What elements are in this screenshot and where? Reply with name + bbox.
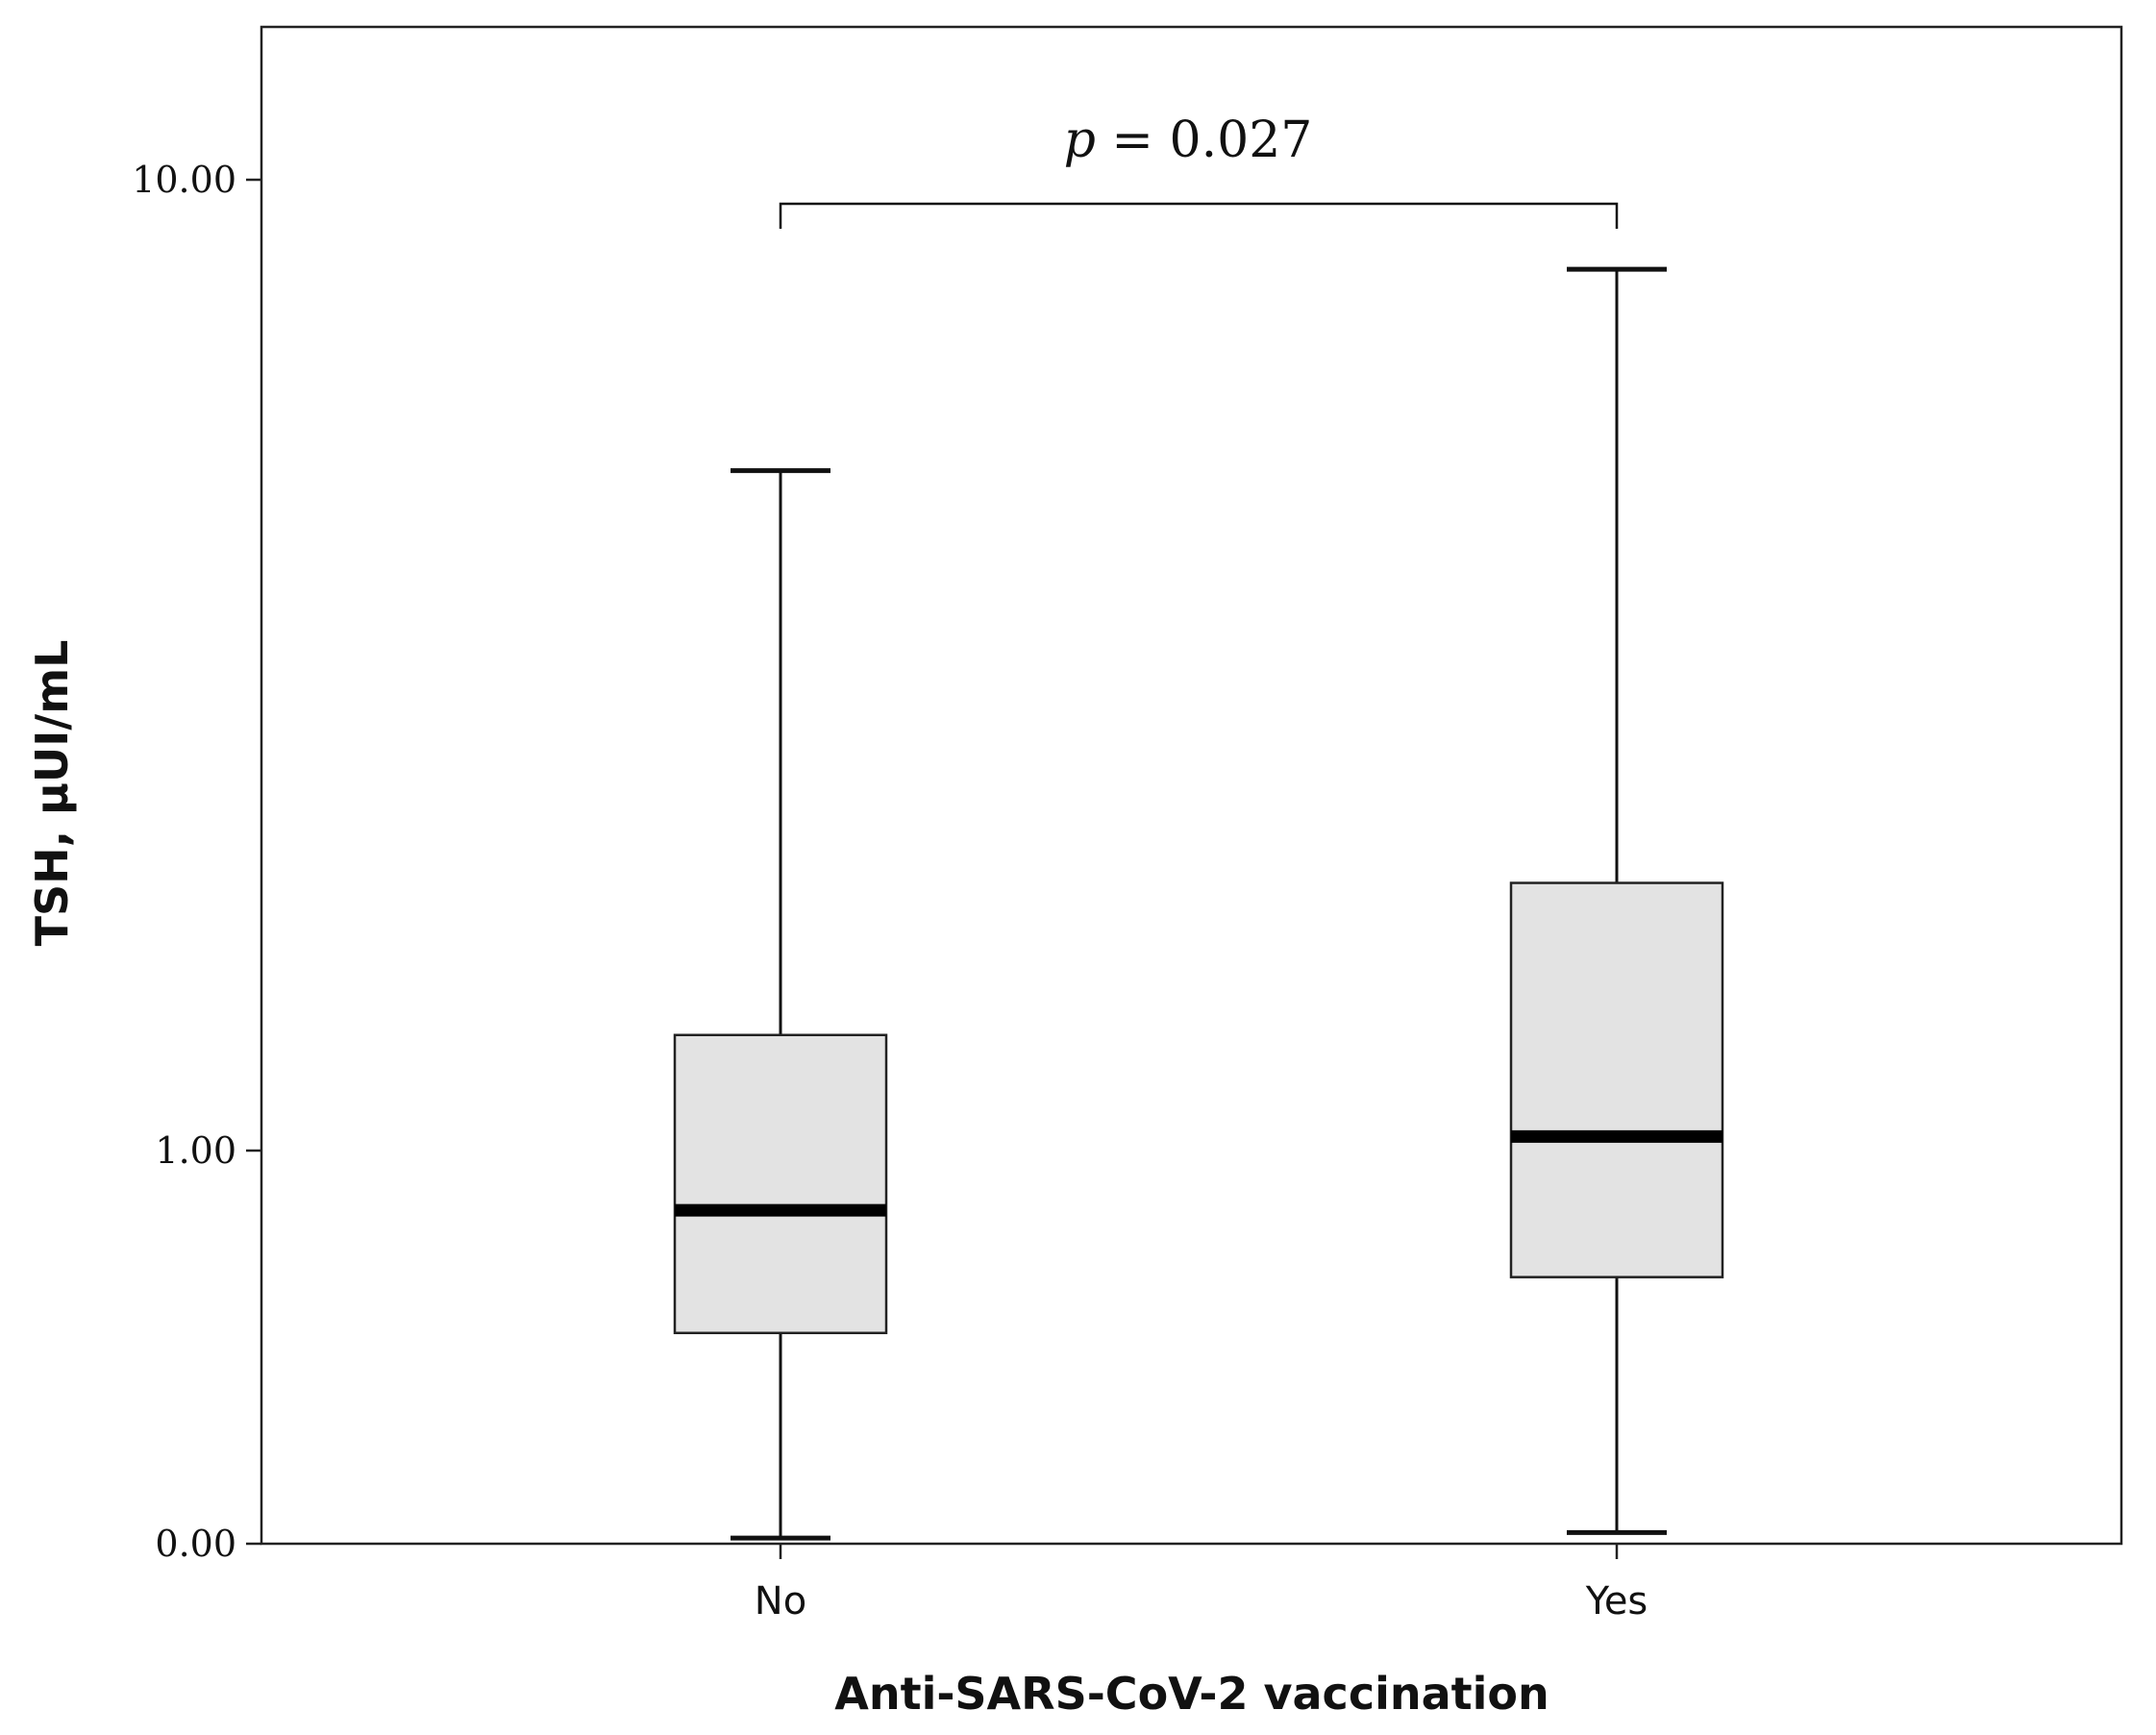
iqr-box — [1509, 881, 1724, 1278]
y-tick-label: 10.00 — [132, 159, 236, 201]
plot-frame — [260, 25, 2123, 1546]
box-yes — [1509, 266, 1724, 1535]
y-axis: 0.00 1.00 10.00 — [132, 159, 261, 1565]
x-tick-label: No — [755, 1579, 806, 1623]
box-no — [673, 468, 888, 1541]
p-symbol: p — [1064, 112, 1096, 169]
x-axis: No Yes — [755, 1544, 1648, 1623]
y-tick-label: 1.00 — [155, 1129, 236, 1172]
y-axis-title: TSH, µUI/mL — [26, 640, 78, 947]
significance-annotation: p = 0.027 — [779, 112, 1619, 229]
significance-bracket — [779, 202, 1619, 229]
x-tick-label: Yes — [1585, 1579, 1648, 1623]
y-tick-label: 0.00 — [155, 1523, 236, 1565]
boxes — [673, 266, 1724, 1541]
p-value-text: = 0.027 — [1096, 112, 1313, 169]
x-axis-title: Anti-SARS-CoV-2 vaccination — [834, 1668, 1549, 1720]
p-value-label: p = 0.027 — [1064, 112, 1313, 169]
iqr-box — [673, 1033, 888, 1335]
